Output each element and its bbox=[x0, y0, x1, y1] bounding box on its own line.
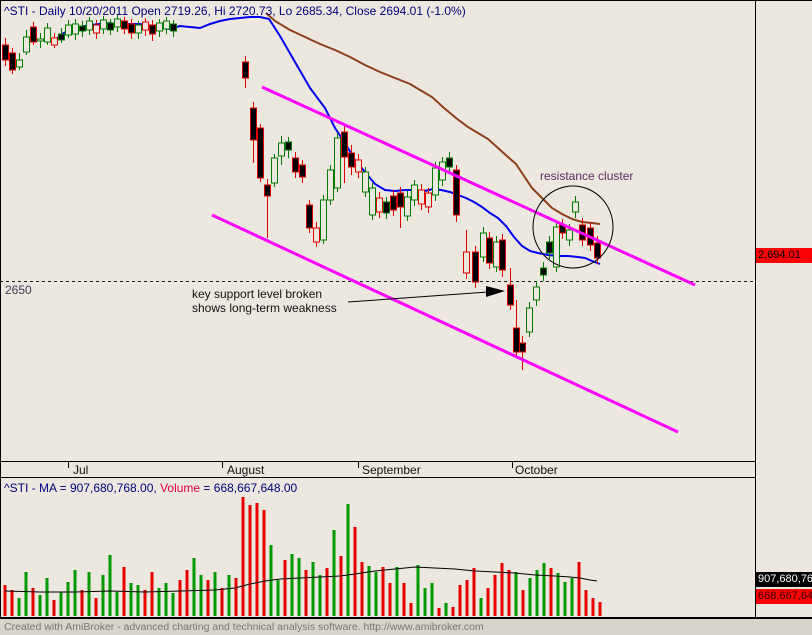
volume-value-tag: 668,667,648 bbox=[756, 589, 812, 604]
candlesticks bbox=[2, 15, 601, 370]
volume-title-value: = 668,667,648.00 bbox=[200, 481, 298, 495]
volume-title-prefix: ^STI - MA = 907,680,768.00, bbox=[4, 481, 161, 495]
month-label-jul: Jul bbox=[73, 463, 89, 477]
resistance-cluster-annotation: resistance cluster bbox=[540, 169, 634, 183]
month-label-august: August bbox=[227, 463, 265, 477]
volume-ma-value-tag: 907,680,768 bbox=[756, 572, 812, 587]
amibroker-credit-footer: Created with AmiBroker - advanced charti… bbox=[0, 618, 812, 635]
volume-ma-line bbox=[4, 566, 598, 593]
volume-title-volume-word: Volume bbox=[160, 481, 201, 495]
volume-pane-title: ^STI - MA = 907,680,768.00, Volume = 668… bbox=[4, 481, 297, 495]
support-broken-annotation: key support level broken shows long-term… bbox=[192, 287, 337, 315]
price-ma-lines bbox=[54, 12, 601, 265]
month-label-september: September bbox=[362, 463, 421, 477]
volume-bars bbox=[3, 497, 602, 616]
hand-annotations bbox=[347, 185, 614, 303]
support-annotation-line1: key support level broken bbox=[192, 287, 323, 301]
support-annotation-line2: shows long-term weakness bbox=[192, 301, 337, 315]
trend-channel-lines bbox=[211, 85, 696, 434]
month-label-october: October bbox=[515, 463, 558, 477]
last-price-tag: 2,694.01 bbox=[756, 248, 812, 263]
grid-price-label-2650: 2650 bbox=[5, 283, 32, 297]
price-pane-title: ^STI - Daily 10/20/2011 Open 2719.26, Hi… bbox=[4, 4, 466, 18]
